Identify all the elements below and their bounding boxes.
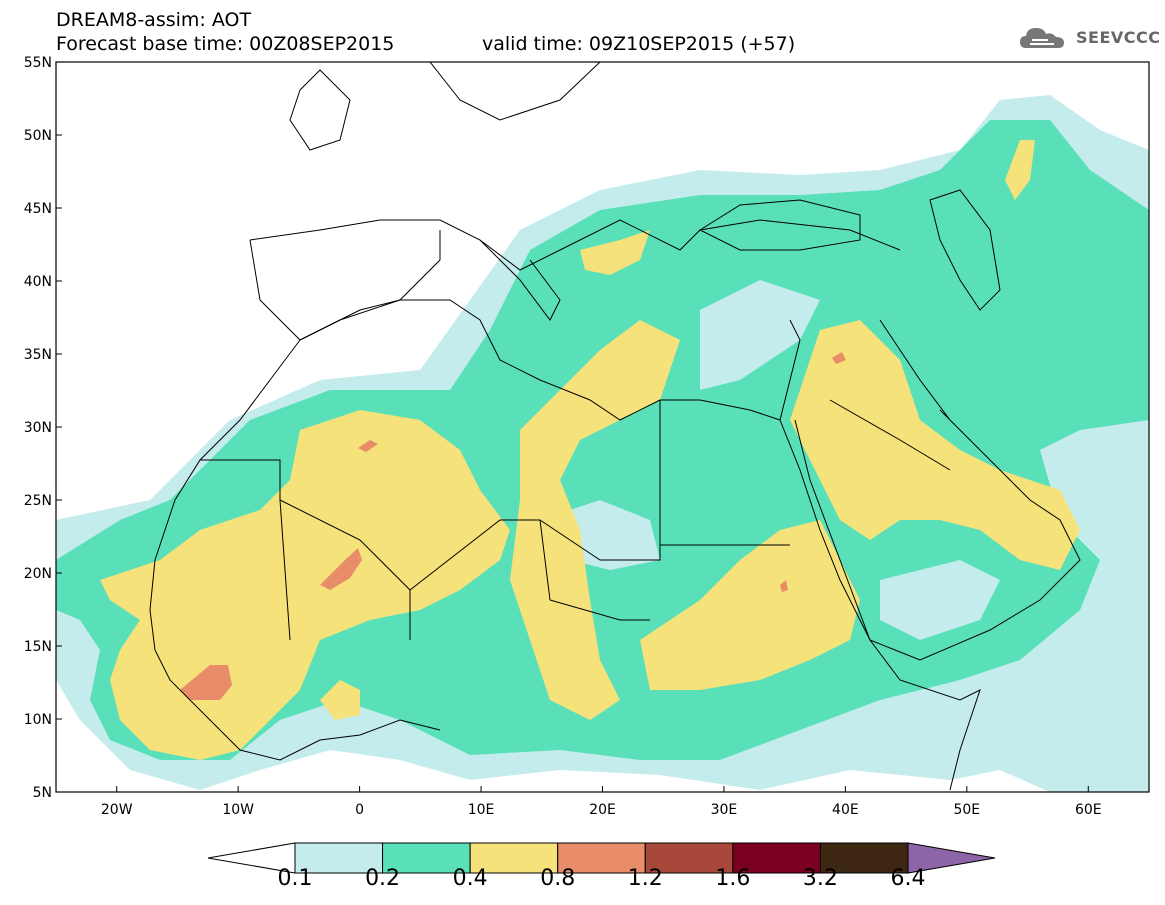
seevccc-logo	[1018, 22, 1128, 54]
coast-iberia	[249, 230, 441, 341]
coast-red-sea	[779, 419, 981, 791]
lat-label: 40N	[24, 274, 52, 290]
aot-level-0.1-patch-med	[700, 280, 820, 390]
lat-label: 55N	[24, 55, 52, 71]
aot-level-0.8-senegal	[180, 665, 232, 700]
coast-europe	[249, 219, 901, 271]
cloud-logo-icon	[1020, 28, 1064, 48]
aot-level-0.4-kazakh	[1005, 140, 1035, 200]
aot-level-0.4-balkans	[580, 230, 650, 275]
colorbar-label: 0.4	[452, 866, 488, 891]
border-saudi	[829, 399, 951, 471]
coast-west-africa	[149, 339, 441, 761]
colorbar-segment	[819, 842, 909, 874]
aot-level-0.4-arabia	[790, 320, 1080, 570]
border-mauritania	[200, 459, 291, 641]
colorbar-label: 0.8	[540, 866, 576, 891]
coast-caspian	[929, 189, 1001, 311]
aot-level-0.8-syria	[832, 352, 846, 364]
lon-label: 40E	[832, 802, 859, 818]
lon-label: 30E	[711, 802, 738, 818]
coast-arabia	[794, 409, 1081, 661]
lon-label: 0	[355, 802, 364, 818]
colorbar-segment	[557, 842, 646, 874]
colorbar-segment	[732, 842, 821, 874]
border-chad	[549, 599, 650, 621]
aot-level-0.4-sudan	[640, 520, 860, 690]
coast-levant	[779, 319, 801, 421]
aot-level-0.4-guinea	[320, 680, 360, 720]
coast-italy	[479, 239, 561, 321]
aot-level-0.8-algeria	[358, 440, 378, 452]
lat-label: 15N	[24, 639, 52, 655]
coast-scandinavia	[429, 62, 601, 121]
border-niger	[409, 519, 551, 601]
border-mali-algeria	[279, 499, 411, 640]
aot-level-0.4-central	[510, 320, 680, 720]
coastlines	[149, 62, 1081, 791]
lon-label: 10E	[468, 802, 495, 818]
lon-label: 50E	[953, 802, 980, 818]
lon-label: 20W	[101, 802, 133, 818]
colorbar	[207, 842, 996, 874]
colorbar-label: 6.4	[890, 866, 926, 891]
aot-level-0.8-sudan	[780, 580, 788, 592]
colorbar-label: 0.1	[277, 866, 313, 891]
aot-level-0.8-mali	[320, 548, 362, 590]
colorbar-label: 1.2	[627, 866, 663, 891]
valid-time: valid time: 09Z10SEP2015 (+57)	[482, 33, 796, 55]
lat-label: 20N	[24, 566, 52, 582]
coast-black-sea	[698, 199, 861, 251]
lon-label: 60E	[1075, 802, 1102, 818]
colorbar-label: 1.6	[715, 866, 751, 891]
map-title: DREAM8-assim: AOT	[56, 9, 252, 31]
colorbar-label: 3.2	[802, 866, 838, 891]
lat-label: 35N	[24, 347, 52, 363]
border-libya-egypt	[539, 400, 661, 561]
border-iraq-iran	[879, 319, 951, 421]
colorbar-max-arrow	[907, 842, 996, 874]
colorbar-label: 0.2	[365, 866, 401, 891]
colorbar-segment	[294, 842, 384, 874]
lon-label: 20E	[589, 802, 616, 818]
logo-text: SEEVCCC	[1076, 28, 1161, 47]
lon-label: 10W	[222, 802, 254, 818]
aot-level-0.1-patch-arabia	[880, 560, 1000, 640]
lat-label: 10N	[24, 712, 52, 728]
lat-label: 25N	[24, 493, 52, 509]
map-axes: 5N 10N 15N 20N 25N 30N 35N 40N 45N 50N 55N 20W 10W 0 1…	[24, 55, 1102, 818]
coast-britain	[289, 69, 351, 151]
lat-label: 5N	[33, 785, 52, 801]
colorbar-segment	[382, 842, 471, 874]
lat-label: 30N	[24, 420, 52, 436]
lat-label: 50N	[24, 128, 52, 144]
aot-field	[56, 62, 1149, 792]
forecast-base-time: Forecast base time: 00Z08SEP2015	[56, 33, 395, 55]
lat-label: 45N	[24, 201, 52, 217]
